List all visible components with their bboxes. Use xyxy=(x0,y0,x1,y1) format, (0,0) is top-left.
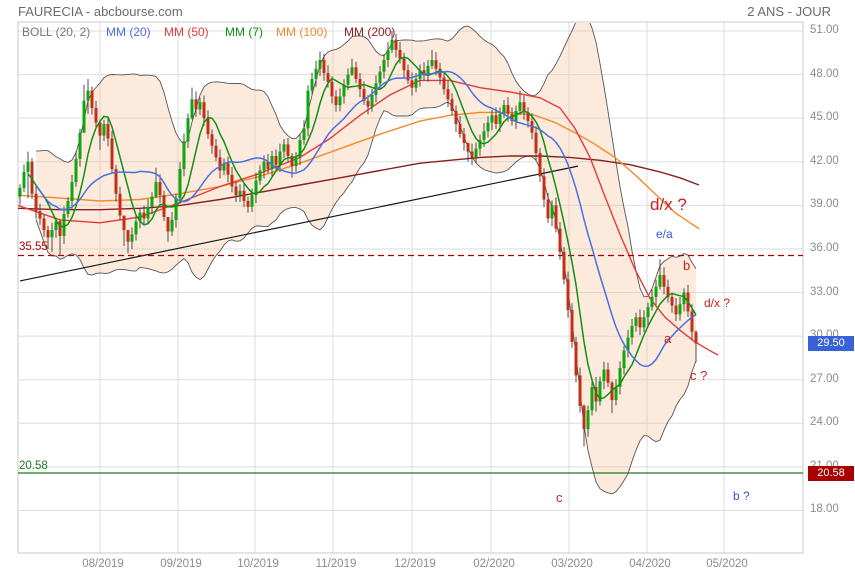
x-axis-tick-label: 04/2020 xyxy=(629,558,671,570)
legend-bollinger: BOLL (20, 2) xyxy=(22,25,91,39)
x-axis-tick-label: 03/2020 xyxy=(551,558,593,570)
legend-mm100: MM (100) xyxy=(276,25,328,39)
bollinger-band xyxy=(35,23,697,495)
y-axis-tick-label: 18.00 xyxy=(810,503,839,516)
wave-annotation-5: c ? xyxy=(690,368,708,383)
wave-annotation-4: a xyxy=(664,331,672,346)
resistance-price-label: 35.55 xyxy=(19,241,48,254)
wave-annotation-2: b xyxy=(683,258,691,273)
x-axis-tick-label: 10/2019 xyxy=(237,558,279,570)
x-axis-tick-label: 09/2019 xyxy=(160,558,202,570)
wave-annotation-0: d/x ? xyxy=(650,195,687,214)
candles-layer xyxy=(18,31,698,447)
y-axis-tick-label: 39.00 xyxy=(810,198,839,211)
y-axis-tick-label: 48.00 xyxy=(810,67,839,80)
mm20-line xyxy=(35,70,697,368)
legend-mm7: MM (7) xyxy=(225,25,263,39)
timeframe-label: 2 ANS - JOUR xyxy=(747,4,831,19)
y-axis-tick-label: 33.00 xyxy=(810,285,839,298)
legend-mm50: MM (50) xyxy=(164,25,209,39)
chart-title: FAURECIA - abcbourse.com xyxy=(18,4,183,19)
alert-price-tag: 20.58 xyxy=(808,466,854,481)
mm7-line xyxy=(27,56,697,400)
trendline xyxy=(19,165,579,282)
wave-annotation-1: e/a xyxy=(656,227,673,241)
x-axis-tick-label: 08/2019 xyxy=(82,558,124,570)
legend-mm200: MM (200) xyxy=(344,25,396,39)
x-axis-tick-label: 02/2020 xyxy=(473,558,515,570)
support-price-label: 20.58 xyxy=(19,460,48,472)
wave-annotation-6: c xyxy=(556,490,563,505)
y-axis-tick-label: 27.00 xyxy=(810,372,839,385)
plot-frame xyxy=(17,21,804,554)
wave-annotation-7: b ? xyxy=(733,489,750,503)
x-axis-tick-label: 05/2020 xyxy=(706,558,748,570)
y-axis-tick-label: 45.00 xyxy=(810,111,839,124)
y-axis-tick-label: 36.00 xyxy=(810,241,839,254)
x-axis-tick-label: 12/2019 xyxy=(394,558,436,570)
y-axis-tick-label: 24.00 xyxy=(810,416,839,429)
mm200-line xyxy=(18,155,700,211)
x-axis-tick-label: 11/2019 xyxy=(315,558,357,570)
legend-mm20: MM (20) xyxy=(106,25,151,39)
current-price-tag: 29.50 xyxy=(808,336,854,352)
y-axis-tick-label: 51.00 xyxy=(810,24,839,36)
wave-annotation-3: d/x ? xyxy=(704,296,731,310)
y-axis-tick-label: 42.00 xyxy=(810,154,839,167)
